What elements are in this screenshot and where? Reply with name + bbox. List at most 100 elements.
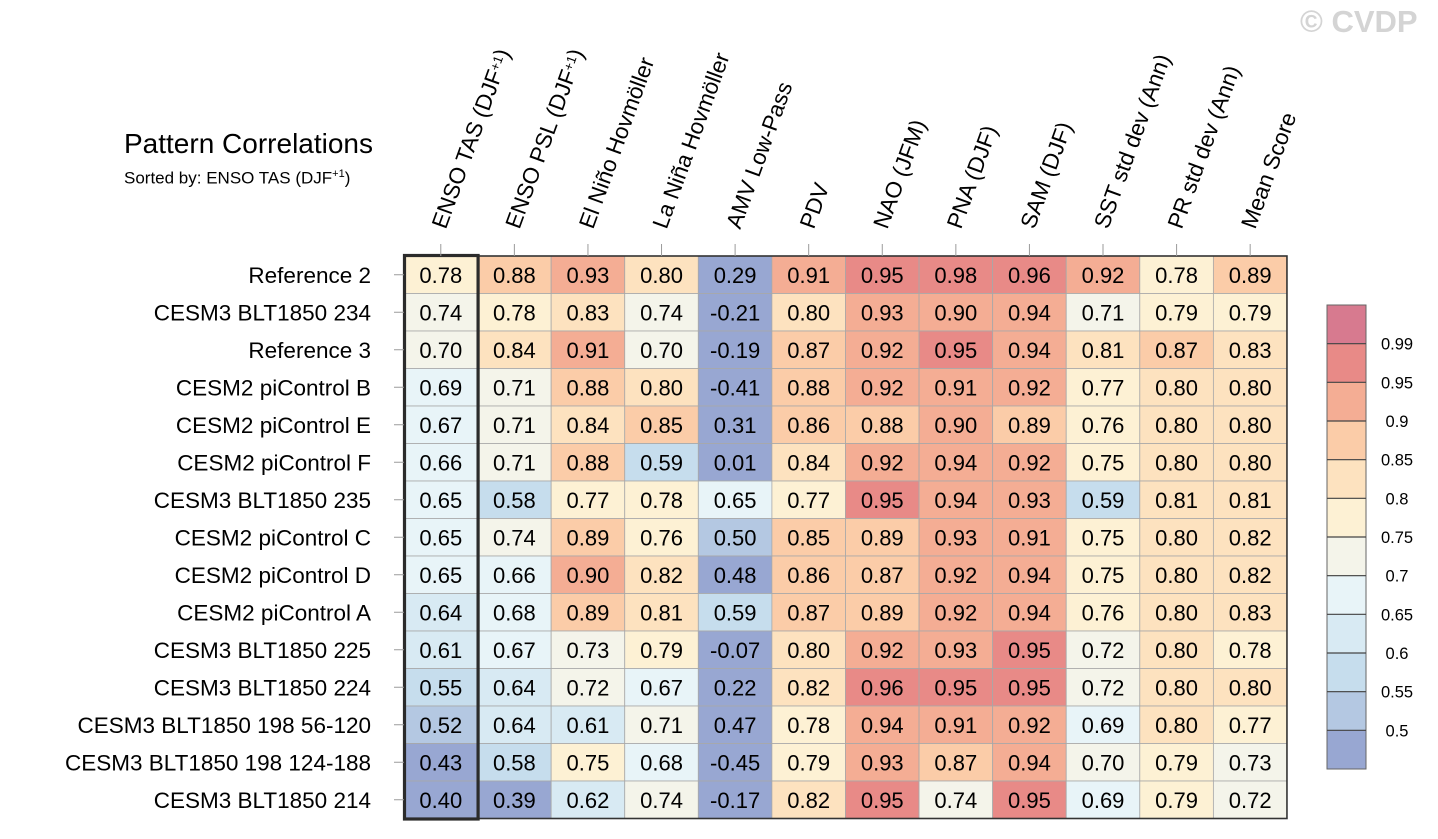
heatmap-cell xyxy=(1139,743,1214,782)
heatmap-cell xyxy=(403,593,478,632)
cell-value: 0.84 xyxy=(787,450,830,475)
cell-value: 0.95 xyxy=(934,675,977,700)
cell-value: 0.79 xyxy=(640,638,683,663)
cell-value: 0.72 xyxy=(567,675,610,700)
cell-value: 0.47 xyxy=(714,713,757,738)
cell-value: 0.64 xyxy=(493,675,536,700)
cell-value: 0.78 xyxy=(419,263,462,288)
column-label-text: El Niño Hovmöller xyxy=(574,53,659,231)
cell-value: 0.87 xyxy=(1155,338,1198,363)
cell-value: 0.92 xyxy=(1008,713,1051,738)
cell-value: 0.87 xyxy=(934,750,977,775)
cell-value: 0.92 xyxy=(861,638,904,663)
heatmap-cell xyxy=(992,593,1067,632)
cell-value: 0.50 xyxy=(714,525,757,550)
heatmap-cell xyxy=(845,593,920,632)
cell-value: 0.78 xyxy=(640,488,683,513)
heatmap-cell xyxy=(1212,743,1288,782)
cell-value: 0.58 xyxy=(493,750,536,775)
subtitle-tail: ) xyxy=(344,168,351,188)
heatmap-cell xyxy=(1212,518,1288,557)
cell-value: 0.78 xyxy=(493,300,536,325)
cell-value: 0.95 xyxy=(861,263,904,288)
cell-value: 0.81 xyxy=(1082,338,1125,363)
heatmap-cell xyxy=(697,705,773,744)
cell-value: 0.94 xyxy=(1008,600,1051,625)
cell-value: 0.66 xyxy=(493,563,536,588)
heatmap-cell xyxy=(992,443,1067,482)
column-label: ENSO PSL (DJF+1) xyxy=(501,46,589,232)
heatmap-cell xyxy=(918,518,994,557)
heatmap-cell xyxy=(918,743,994,782)
cell-value: 0.80 xyxy=(1229,450,1272,475)
cell-value: 0.82 xyxy=(787,675,830,700)
colorbar-swatch xyxy=(1326,691,1367,731)
cell-value: 0.69 xyxy=(1082,788,1125,813)
row-label: CESM2 piControl B xyxy=(176,375,371,400)
column-label: ENSO TAS (DJF+1) xyxy=(427,46,515,232)
cell-value: 0.82 xyxy=(1229,563,1272,588)
cell-value: 0.61 xyxy=(419,638,462,663)
heatmap-cell xyxy=(845,780,920,819)
cell-value: 0.88 xyxy=(493,263,536,288)
cell-value: 0.93 xyxy=(934,638,977,663)
column-label-text: PR std dev (Ann) xyxy=(1163,62,1245,232)
row-label: CESM3 BLT1850 225 xyxy=(154,638,371,663)
cell-value: 0.76 xyxy=(1082,600,1125,625)
heatmap-cell xyxy=(992,255,1067,294)
heatmap-cell xyxy=(697,780,773,819)
cell-value: 0.69 xyxy=(419,375,462,400)
cell-value: 0.95 xyxy=(934,338,977,363)
heatmap-cell xyxy=(624,668,699,707)
cell-value: 0.93 xyxy=(567,263,610,288)
cell-value: 0.89 xyxy=(861,525,904,550)
cell-value: 0.79 xyxy=(787,750,830,775)
cell-value: 0.52 xyxy=(419,713,462,738)
heatmap-cell xyxy=(697,443,773,482)
heatmap-cell xyxy=(1139,780,1214,819)
colorbar-label: 0.99 xyxy=(1381,336,1413,354)
column-label: SST std dev (Ann) xyxy=(1089,51,1175,232)
colorbar-swatch xyxy=(1326,498,1367,538)
column-label: PR std dev (Ann) xyxy=(1163,62,1245,232)
heatmap-cell xyxy=(403,668,478,707)
heatmap-cell xyxy=(403,780,478,819)
heatmap-cell xyxy=(403,743,478,782)
heatmap-cell xyxy=(550,705,626,744)
heatmap-cell xyxy=(1065,368,1141,407)
heatmap-cell xyxy=(771,668,846,707)
row-label: Reference 2 xyxy=(248,263,371,288)
heatmap-cell xyxy=(992,555,1067,594)
heatmap-cell xyxy=(1212,405,1288,444)
cell-value: 0.65 xyxy=(714,488,757,513)
cell-value: 0.94 xyxy=(1008,338,1051,363)
cell-value: 0.70 xyxy=(419,338,462,363)
chart-subtitle: Sorted by: ENSO TAS (DJF+1) xyxy=(124,163,373,190)
cell-value: 0.71 xyxy=(493,375,536,400)
colorbar-label: 0.7 xyxy=(1386,568,1409,586)
cell-value: 0.85 xyxy=(640,413,683,438)
cell-value: 0.79 xyxy=(1155,750,1198,775)
cell-value: 0.88 xyxy=(861,413,904,438)
heatmap-cell xyxy=(1139,555,1214,594)
heatmap-cell xyxy=(771,480,846,519)
heatmap-cell xyxy=(403,555,478,594)
heatmap-cell xyxy=(477,743,552,782)
colorbar-label: 0.5 xyxy=(1386,722,1409,740)
colorbar-swatch xyxy=(1326,382,1367,422)
cell-value: 0.89 xyxy=(567,600,610,625)
cell-value: -0.45 xyxy=(710,750,760,775)
cell-value: 0.86 xyxy=(787,413,830,438)
cell-value: 0.93 xyxy=(861,750,904,775)
heatmap-cell xyxy=(771,780,846,819)
heatmap-cell xyxy=(1212,330,1288,369)
heatmap-cell xyxy=(477,555,552,594)
cell-value: 0.90 xyxy=(934,413,977,438)
cell-value: -0.21 xyxy=(710,300,760,325)
cell-value: 0.40 xyxy=(419,788,462,813)
cell-value: 0.59 xyxy=(1082,488,1125,513)
heatmap-cell xyxy=(1065,705,1141,744)
cell-value: 0.75 xyxy=(1082,525,1125,550)
cell-value: 0.75 xyxy=(1082,450,1125,475)
